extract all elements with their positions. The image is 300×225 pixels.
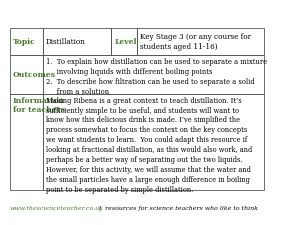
Text: Level: Level <box>114 38 137 46</box>
Bar <box>136 28 264 55</box>
Bar <box>43 94 264 190</box>
Text: |  resources for science teachers who like to think: | resources for science teachers who lik… <box>95 205 258 211</box>
Text: 1.  To explain how distillation can be used to separate a mixture
     involving: 1. To explain how distillation can be us… <box>46 58 267 96</box>
Bar <box>10 55 43 94</box>
Text: Key Stage 3 (or any course for
students aged 11-16): Key Stage 3 (or any course for students … <box>140 33 251 51</box>
Bar <box>111 28 136 55</box>
Bar <box>10 94 43 190</box>
Text: www.thescienceteacher.co.uk: www.thescienceteacher.co.uk <box>10 206 103 211</box>
Text: Outcomes: Outcomes <box>13 71 56 79</box>
Bar <box>10 28 43 55</box>
Text: Making Ribena is a great context to teach distillation. It’s
sufficiently simple: Making Ribena is a great context to teac… <box>46 97 252 194</box>
Text: Topic: Topic <box>13 38 35 46</box>
Text: Distillation: Distillation <box>46 38 86 46</box>
Text: Information
for teachers: Information for teachers <box>13 97 65 114</box>
Bar <box>43 28 111 55</box>
Bar <box>43 55 264 94</box>
